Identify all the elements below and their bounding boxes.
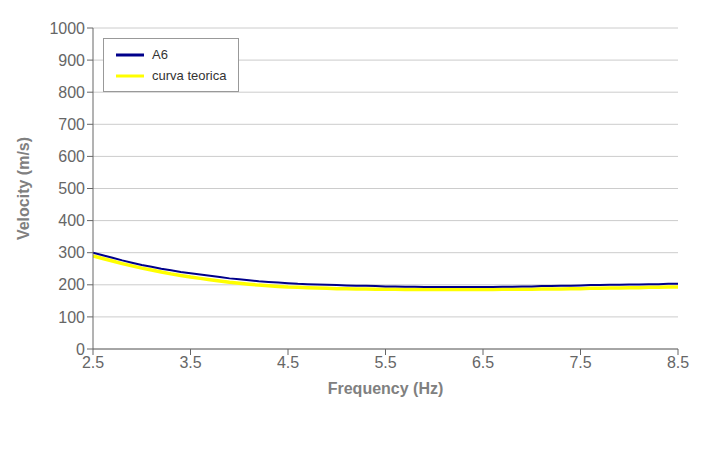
svg-text:0: 0 xyxy=(76,341,85,358)
svg-text:4.5: 4.5 xyxy=(277,354,299,371)
svg-text:3.5: 3.5 xyxy=(179,354,201,371)
svg-text:300: 300 xyxy=(58,244,85,261)
svg-text:100: 100 xyxy=(58,309,85,326)
html-text:curva teorica: curva teorica xyxy=(152,68,227,83)
svg-text:800: 800 xyxy=(58,84,85,101)
svg-text:5.5: 5.5 xyxy=(374,354,396,371)
svg-text:7.5: 7.5 xyxy=(569,354,591,371)
svg-text:2.5: 2.5 xyxy=(82,354,104,371)
svg-text:8.5: 8.5 xyxy=(667,354,689,371)
html-text:A6: A6 xyxy=(152,47,168,62)
svg-text:700: 700 xyxy=(58,116,85,133)
svg-text:600: 600 xyxy=(58,148,85,165)
svg-text:Frequency (Hz): Frequency (Hz) xyxy=(328,380,444,397)
svg-text:400: 400 xyxy=(58,212,85,229)
svg-text:200: 200 xyxy=(58,276,85,293)
svg-text:6.5: 6.5 xyxy=(472,354,494,371)
svg-text:500: 500 xyxy=(58,180,85,197)
svg-text:Velocity (m/s): Velocity (m/s) xyxy=(15,137,32,240)
svg-text:1000: 1000 xyxy=(49,20,85,37)
svg-text:900: 900 xyxy=(58,52,85,69)
